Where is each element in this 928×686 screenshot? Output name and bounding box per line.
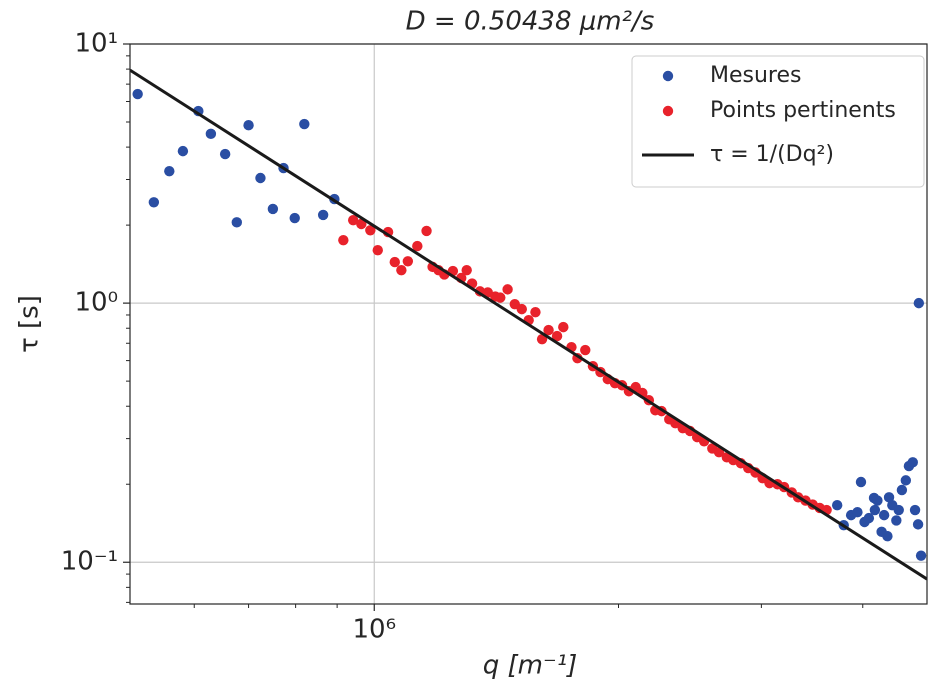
data-point [878,509,890,521]
data-point [289,212,300,224]
x-axis-label: q [m⁻¹] [483,651,578,681]
data-point [231,217,242,228]
y-tick-label: 10¹ [74,29,118,59]
data-point [402,256,414,267]
data-point [299,118,310,130]
chart-title: D = 0.50438 μm²/s [406,7,655,37]
data-point [883,492,895,503]
data-point [516,303,527,315]
legend-marker [662,105,674,117]
data-point [205,128,217,140]
data-point [855,476,867,488]
data-point [421,225,432,237]
y-tick-label: 10⁻¹ [61,547,118,577]
data-point [882,531,893,542]
data-point [482,287,493,298]
data-point [909,504,921,516]
data-point [543,324,554,336]
data-point [347,214,359,226]
data-point [551,330,563,342]
data-point [132,88,143,100]
data-point [267,203,279,215]
legend-marker [662,70,674,82]
data-point [461,264,472,276]
data-point [148,197,160,208]
data-point [869,504,881,516]
data-point [872,495,883,506]
plot-area [130,68,927,581]
x-tick-label: 10⁶ [352,615,396,645]
data-point [412,240,423,252]
data-point [164,165,175,177]
data-point [912,519,924,530]
data-point [852,506,863,518]
data-point [913,297,925,309]
data-point [893,504,904,516]
data-point [365,225,376,236]
data-point [255,172,266,184]
data-point [389,256,400,268]
legend-label: Points pertinents [710,98,896,123]
data-point [530,306,541,318]
data-point [915,550,927,561]
data-point [219,148,231,160]
data-point [580,344,591,356]
data-point [502,284,513,295]
legend-label: τ = 1/(Dq²) [710,142,834,167]
data-point [831,500,843,511]
data-point [356,218,367,230]
data-point [863,512,875,524]
y-tick-label: 10⁰ [74,288,118,318]
axes: 10⁻¹ 10⁰ 10¹ 10⁶ [61,29,864,645]
axes-frame [129,43,928,605]
data-point [372,245,383,256]
data-point [243,119,254,131]
legend-box [631,55,925,188]
data-point [396,264,407,276]
data-point [558,321,569,333]
legend-label: Mesures [710,63,801,88]
data-point [317,209,329,221]
fit-line [130,68,927,581]
data-point [338,234,349,246]
data-point [891,515,902,526]
legend: Mesures Points pertinents τ = 1/(Dq²) [631,55,925,188]
data-point [896,484,908,496]
data-point [900,475,912,486]
data-point [495,292,506,303]
data-point [177,145,189,157]
data-point [907,457,918,468]
y-axis-label: τ [s] [15,295,45,353]
